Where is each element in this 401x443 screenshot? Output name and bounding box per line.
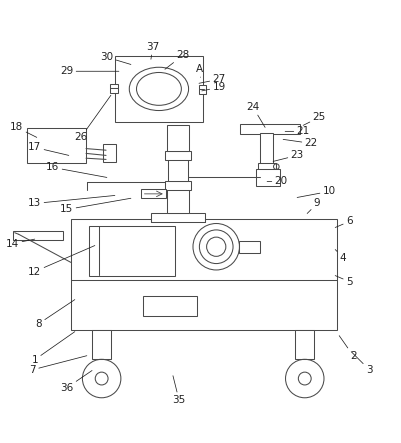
Bar [198, 85, 206, 94]
Text: 3: 3 [350, 352, 372, 375]
Bar [166, 125, 188, 152]
Bar [150, 214, 205, 222]
Bar [103, 144, 115, 162]
Bar [164, 152, 190, 160]
Bar [27, 128, 86, 163]
Text: 6: 6 [334, 217, 352, 228]
Text: 4: 4 [334, 249, 346, 263]
Text: 8: 8 [35, 299, 75, 329]
Text: 12: 12 [28, 245, 95, 276]
Text: 18: 18 [10, 122, 36, 137]
Bar [259, 133, 272, 166]
Text: 20: 20 [266, 176, 287, 187]
Text: 26: 26 [74, 95, 111, 142]
Bar [240, 124, 299, 134]
Text: 17: 17 [28, 142, 69, 155]
Text: 19: 19 [201, 82, 225, 92]
Bar [256, 169, 279, 186]
Text: 28: 28 [164, 50, 189, 69]
Text: 29: 29 [60, 66, 119, 76]
Text: 2: 2 [338, 336, 356, 361]
Bar [168, 159, 188, 182]
Bar [109, 85, 117, 93]
Text: 16: 16 [46, 163, 107, 178]
Text: 37: 37 [146, 42, 159, 59]
Bar [92, 330, 111, 358]
Text: 14: 14 [6, 238, 34, 249]
Bar [115, 56, 203, 122]
Text: 30: 30 [100, 52, 131, 65]
Text: 24: 24 [246, 102, 264, 127]
Text: 36: 36 [60, 370, 92, 393]
Text: A: A [195, 64, 202, 77]
Bar [141, 190, 165, 198]
Text: 27: 27 [198, 74, 225, 84]
Text: 7: 7 [29, 356, 87, 375]
Text: 23: 23 [272, 151, 303, 161]
Bar [89, 225, 174, 276]
Text: 21: 21 [284, 126, 309, 136]
Bar [294, 330, 314, 358]
Text: 10: 10 [296, 187, 335, 198]
Text: 1: 1 [31, 332, 75, 365]
Bar [164, 182, 190, 190]
Bar [13, 231, 63, 240]
Text: 25: 25 [302, 113, 325, 125]
Text: 15: 15 [60, 198, 131, 214]
Text: 35: 35 [172, 376, 185, 405]
Text: 22: 22 [282, 138, 317, 148]
Bar [166, 190, 188, 214]
Text: 13: 13 [28, 195, 115, 209]
Bar [239, 241, 259, 253]
Text: 9: 9 [306, 198, 320, 214]
Text: 5: 5 [334, 276, 352, 287]
Bar [257, 163, 275, 170]
Bar [143, 296, 196, 316]
Bar [71, 219, 336, 330]
